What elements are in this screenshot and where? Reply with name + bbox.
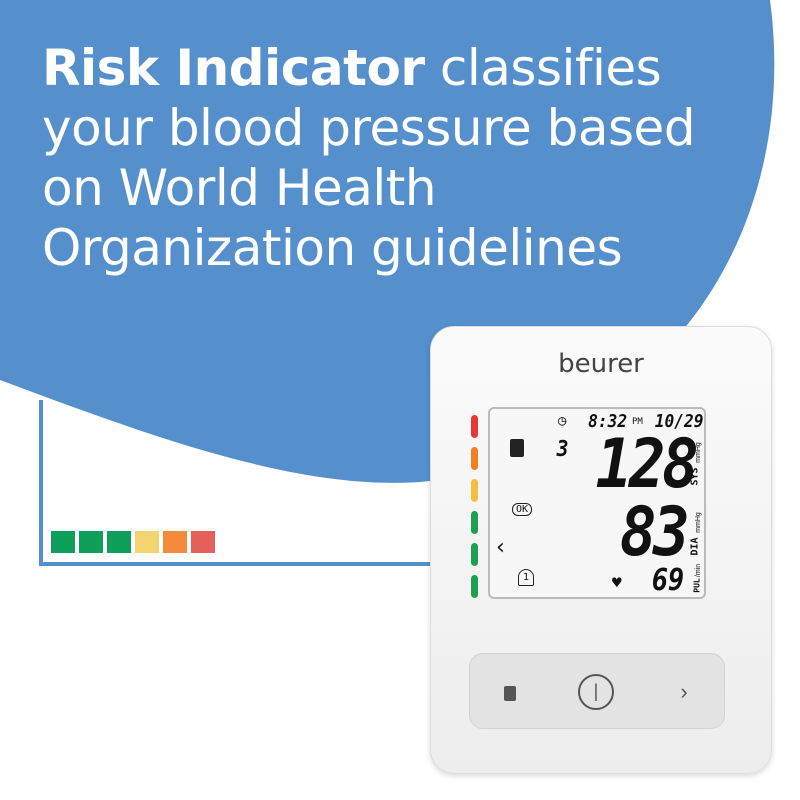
power-button[interactable]: | <box>578 674 614 710</box>
user-icon: 1 <box>518 569 535 586</box>
risk-yellow <box>471 479 478 502</box>
arrow-left-icon: ‹ <box>494 535 508 560</box>
risk-green-2 <box>471 543 478 566</box>
diastolic-value: 83 <box>619 493 690 572</box>
scale-green-1 <box>51 531 75 553</box>
chevron-right-icon: › <box>680 679 688 704</box>
connector-line <box>39 400 440 566</box>
pul-label: PUL <box>692 578 702 593</box>
memory-number: 3 <box>556 437 569 462</box>
memory-icon <box>504 685 516 701</box>
power-icon: | <box>593 681 599 701</box>
dia-label: DIA <box>689 537 701 556</box>
memory-button[interactable] <box>492 674 528 710</box>
headline: Risk Indicator classifies your blood pre… <box>42 38 762 278</box>
ampm: PM <box>632 417 643 427</box>
dia-unit: mmHg <box>694 512 702 533</box>
heart-icon: ♥ <box>612 573 622 592</box>
pulse-value: 69 <box>651 563 685 598</box>
headline-bold: Risk Indicator <box>42 39 425 97</box>
risk-indicator-bar <box>471 415 478 598</box>
date: 10/29 <box>654 411 704 432</box>
scale-orange <box>163 531 187 553</box>
memory-icon <box>510 439 524 457</box>
scale-green-3 <box>107 531 131 553</box>
sys-unit: mmHg <box>694 442 702 463</box>
cuff-ok-icon: OK <box>512 503 533 516</box>
headline-text: classifies your blood pressure based on … <box>42 39 696 277</box>
risk-red <box>471 415 478 438</box>
next-button[interactable]: › <box>666 674 702 710</box>
sys-label: SYS <box>689 467 701 486</box>
blood-pressure-monitor: beurer ◷ 8:32 PM 10/29 3 128 SYS mmHg OK… <box>430 326 772 774</box>
button-panel: | › <box>469 653 725 729</box>
risk-green-3 <box>471 575 478 598</box>
risk-green-1 <box>471 511 478 534</box>
lcd-display: ◷ 8:32 PM 10/29 3 128 SYS mmHg OK 83 DIA… <box>488 407 706 599</box>
who-risk-scale <box>51 531 215 553</box>
time: 8:32 <box>588 411 628 432</box>
risk-orange <box>471 447 478 470</box>
clock-icon: ◷ <box>558 413 567 429</box>
systolic-value: 128 <box>595 425 699 504</box>
scale-yellow <box>135 531 159 553</box>
scale-green-2 <box>79 531 103 553</box>
brand-logo: beurer <box>558 349 644 379</box>
scale-red <box>191 531 215 553</box>
pul-unit: /min <box>695 563 703 578</box>
